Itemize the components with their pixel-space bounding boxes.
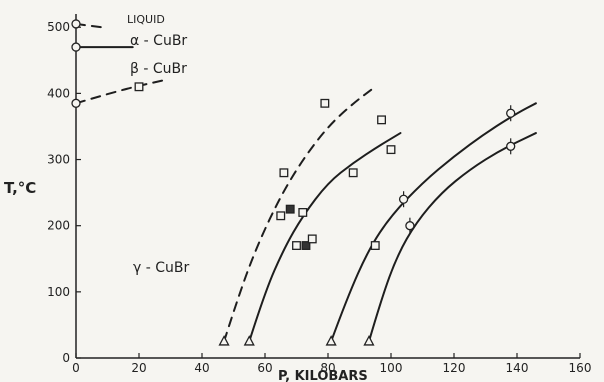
x-tick-label: 20 (131, 361, 146, 375)
x-tick-label: 100 (380, 361, 403, 375)
square-marker (320, 98, 330, 108)
data-points (71, 19, 516, 346)
y-tick-label: 300 (47, 153, 70, 167)
square-marker (386, 145, 396, 155)
square-marker (307, 234, 317, 244)
square-marker (370, 241, 380, 250)
square-marker (292, 241, 301, 250)
alpha-cubr-label: α - CuBr (130, 33, 187, 49)
phase-boundary-curve-5 (248, 132, 402, 343)
tick-labels: 0 20 40 60 80 100 120 140 160 0 100 200 300 400 500 (47, 20, 591, 375)
circle-marker (71, 42, 81, 52)
y-tick-label: 500 (47, 20, 70, 34)
axes (75, 14, 581, 359)
gamma-cubr-label: γ - CuBr (133, 260, 189, 276)
square-marker (348, 168, 358, 178)
phase-boundary-curve-7 (367, 132, 537, 343)
circle-marker (506, 108, 516, 118)
phase-boundary-curve-4 (223, 85, 377, 343)
circle-marker (506, 141, 516, 151)
square-marker (276, 211, 286, 221)
filled-square-marker (285, 204, 295, 214)
y-tick-label: 200 (47, 219, 70, 233)
phase-boundary-curve-6 (330, 102, 537, 343)
x-tick-label: 160 (569, 361, 592, 375)
x-tick-label: 140 (506, 361, 529, 375)
beta-cubr-label: β - CuBr (130, 61, 187, 77)
y-tick-label: 0 (62, 351, 70, 365)
phase-boundary-curves (75, 22, 537, 343)
phase-boundary-curve-3 (75, 79, 166, 105)
y-tick-label: 400 (47, 86, 70, 100)
triangle-marker (363, 335, 375, 346)
circle-marker (71, 19, 81, 29)
filled-square-marker (301, 241, 311, 250)
x-tick-label: 60 (257, 361, 272, 375)
triangle-marker (243, 335, 255, 346)
x-tick-label: 40 (194, 361, 209, 375)
x-tick-label: 0 (72, 361, 80, 375)
circle-marker (405, 221, 415, 231)
square-marker (298, 208, 308, 217)
x-tick-label: 80 (320, 361, 335, 375)
circle-marker (398, 194, 409, 204)
y-axis-label: T,°C (4, 179, 36, 197)
triangle-marker (325, 335, 337, 346)
x-tick-label: 120 (443, 361, 466, 375)
square-marker (279, 168, 289, 178)
square-marker (134, 82, 144, 92)
y-tick-label: 100 (47, 285, 70, 299)
triangle-marker (218, 335, 230, 346)
liquid-label: LIQUID (127, 13, 165, 26)
square-marker (377, 115, 386, 125)
circle-marker (71, 98, 81, 108)
x-axis-label: P, KILOBARS (278, 369, 368, 382)
